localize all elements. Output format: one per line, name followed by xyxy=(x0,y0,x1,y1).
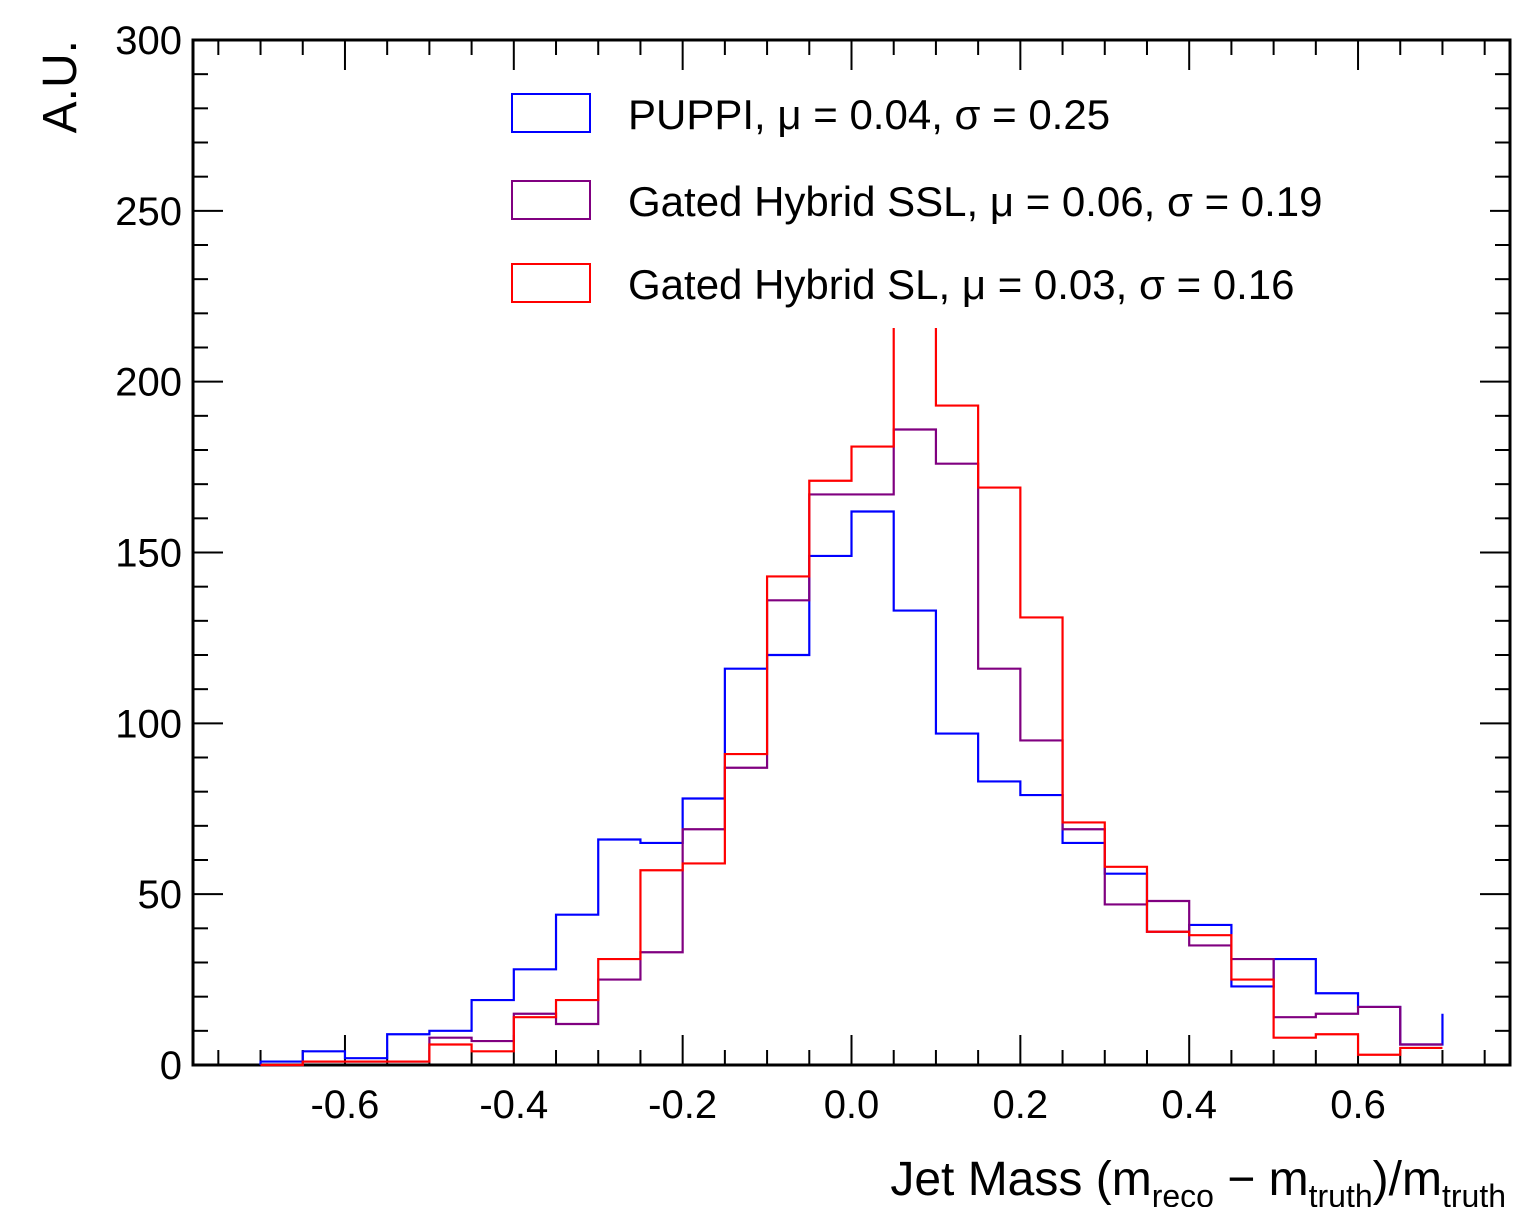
y-tick-label: 300 xyxy=(115,19,182,63)
x-tick-label: 0.2 xyxy=(993,1083,1049,1127)
x-tick-label: -0.2 xyxy=(648,1083,717,1127)
histogram-line xyxy=(259,510,1444,1065)
y-tick-label: 250 xyxy=(115,190,182,234)
series-layer xyxy=(259,260,1444,1067)
series-0 xyxy=(259,510,1444,1065)
y-tick-label: 50 xyxy=(138,873,183,917)
legend-swatch-puppi xyxy=(511,93,591,133)
y-tick-label: 200 xyxy=(115,361,182,405)
x-axis-title-sub-truth-2: truth xyxy=(1442,1178,1506,1207)
x-tick-label: 0.0 xyxy=(824,1083,880,1127)
y-tick-label: 150 xyxy=(115,532,182,576)
x-tick-label: 0.4 xyxy=(1161,1083,1217,1127)
x-tick-label: -0.6 xyxy=(310,1083,379,1127)
series-2 xyxy=(260,260,1443,1067)
x-tick-labels: -0.6 -0.4 -0.2 0.0 0.2 0.4 0.6 xyxy=(310,1083,1385,1127)
y-tick-label: 100 xyxy=(115,702,182,746)
y-axis-title: A.U. xyxy=(34,40,87,133)
legend-background xyxy=(490,70,1490,328)
x-axis-title: Jet Mass (mreco − mtruth)/mtruth xyxy=(890,1153,1506,1207)
legend-label-puppi: PUPPI, μ = 0.04, σ = 0.25 xyxy=(628,91,1110,138)
y-tick-labels: 0 50 100 150 200 250 300 xyxy=(115,19,182,1088)
legend-swatch-gated-hybrid-sl xyxy=(511,263,591,303)
x-axis-title-mid2: )/m xyxy=(1373,1153,1442,1206)
legend-swatch-gated-hybrid-ssl xyxy=(511,180,591,220)
x-axis-title-sub-truth: truth xyxy=(1309,1178,1373,1207)
axis-ticks xyxy=(193,39,1510,1066)
x-axis-title-sub-reco: reco xyxy=(1152,1178,1214,1207)
x-axis-title-main: Jet Mass (m xyxy=(890,1153,1151,1206)
x-tick-label: -0.4 xyxy=(479,1083,548,1127)
histogram-line xyxy=(260,428,1443,1067)
y-tick-label: 0 xyxy=(160,1044,182,1088)
series-1 xyxy=(260,428,1443,1067)
legend: PUPPI, μ = 0.04, σ = 0.25 Gated Hybrid S… xyxy=(490,70,1490,328)
x-tick-label: 0.6 xyxy=(1330,1083,1386,1127)
legend-label-gated-hybrid-ssl: Gated Hybrid SSL, μ = 0.06, σ = 0.19 xyxy=(628,178,1323,225)
x-axis-title-mid: − m xyxy=(1214,1153,1309,1206)
histogram-line xyxy=(260,260,1443,1067)
legend-label-gated-hybrid-sl: Gated Hybrid SL, μ = 0.03, σ = 0.16 xyxy=(628,261,1295,308)
